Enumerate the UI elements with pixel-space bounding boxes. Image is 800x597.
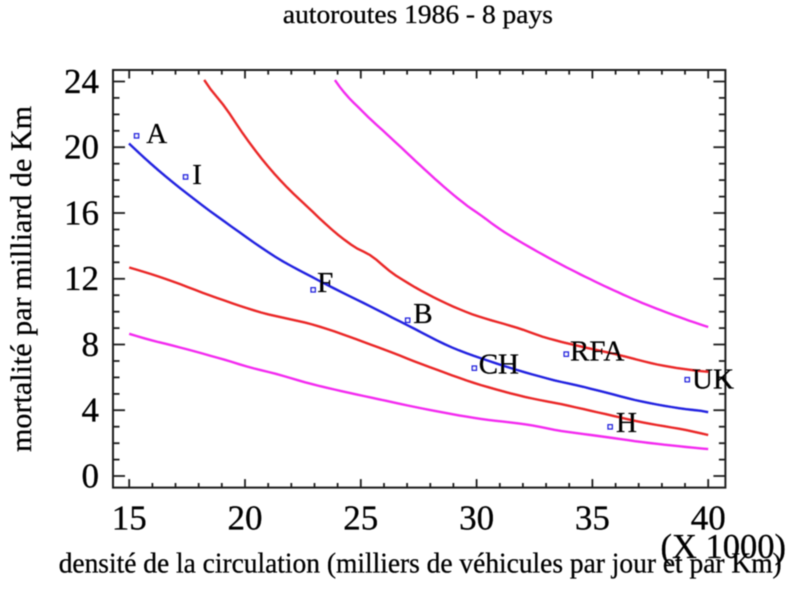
svg-text:F: F: [317, 267, 333, 299]
svg-text:A: A: [146, 118, 167, 150]
svg-text:24: 24: [64, 62, 99, 101]
svg-text:autoroutes 1986 - 8 pays: autoroutes 1986 - 8 pays: [283, 0, 553, 29]
svg-text:mortalité par milliard de Km: mortalité par milliard de Km: [5, 106, 38, 452]
svg-text:12: 12: [64, 259, 99, 298]
svg-text:UK: UK: [692, 364, 734, 396]
svg-text:35: 35: [575, 499, 610, 538]
svg-text:H: H: [616, 407, 637, 439]
svg-text:30: 30: [459, 499, 494, 538]
svg-text:RFA: RFA: [570, 335, 624, 367]
svg-text:I: I: [192, 159, 202, 191]
svg-text:20: 20: [64, 128, 99, 167]
svg-text:CH: CH: [479, 349, 519, 381]
svg-text:0: 0: [82, 456, 100, 495]
svg-text:20: 20: [228, 499, 263, 538]
svg-text:40: 40: [691, 499, 726, 538]
svg-text:15: 15: [112, 499, 147, 538]
svg-text:4: 4: [82, 391, 100, 430]
svg-text:25: 25: [343, 499, 378, 538]
svg-text:(X 1000): (X 1000): [661, 528, 787, 566]
svg-text:B: B: [413, 298, 432, 330]
svg-text:8: 8: [82, 325, 100, 364]
svg-text:16: 16: [64, 193, 99, 232]
svg-text:densité de la circulation (mil: densité de la circulation (milliers de v…: [59, 549, 782, 580]
